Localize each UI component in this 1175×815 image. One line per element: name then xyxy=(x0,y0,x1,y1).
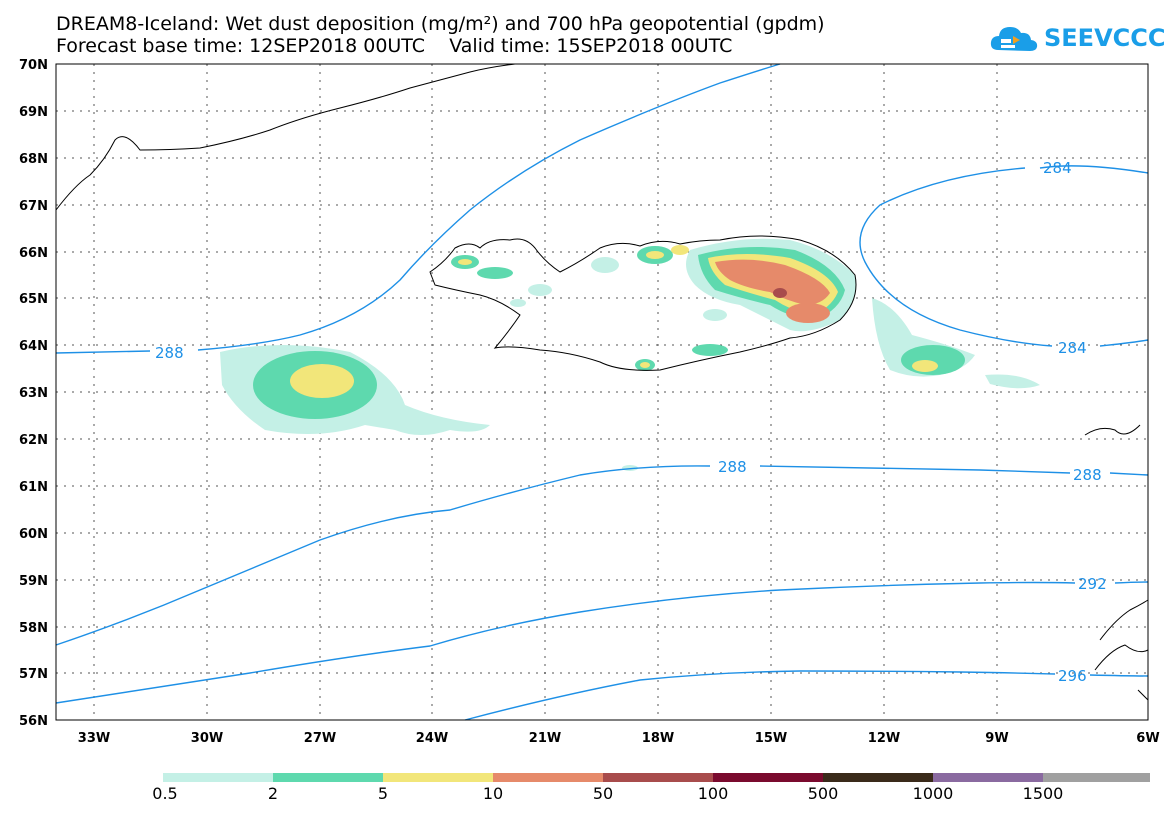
legend-swatch xyxy=(823,773,933,782)
legend-label: 500 xyxy=(807,784,839,803)
contour-label: 284 xyxy=(1058,339,1087,357)
lat-label: 57N xyxy=(19,667,48,682)
latitude-labels: 70N 69N 68N 67N 66N 65N 64N 63N 62N 61N … xyxy=(19,58,48,729)
lon-label: 12W xyxy=(868,731,900,746)
coastline-greenland xyxy=(55,63,516,211)
lon-label: 21W xyxy=(529,731,561,746)
contour-label: 292 xyxy=(1078,575,1107,593)
legend-swatch xyxy=(383,773,493,782)
contour-label: 288 xyxy=(155,344,184,362)
lon-label: 24W xyxy=(416,731,448,746)
legend-label: 2 xyxy=(267,784,279,803)
contour-label: 284 xyxy=(1043,159,1072,177)
lat-label: 70N xyxy=(19,58,48,73)
coastline-iceland xyxy=(429,235,857,371)
legend-swatch xyxy=(713,773,823,782)
lat-label: 58N xyxy=(19,621,48,636)
contour-288-west xyxy=(55,63,781,354)
lat-label: 64N xyxy=(19,339,48,354)
legend-swatch xyxy=(163,773,273,782)
dust-area-iceland-se xyxy=(786,303,830,323)
lon-label: 27W xyxy=(304,731,336,746)
gridlines xyxy=(56,64,1148,720)
map-frame xyxy=(55,63,1149,721)
lat-label: 67N xyxy=(19,199,48,214)
dust-area-southwest-5 xyxy=(290,364,354,398)
legend-label: 100 xyxy=(697,784,729,803)
dust-deposition-shading xyxy=(220,238,1040,471)
map-canvas: 288 284 284 288 288 292 296 70N 69N 68N … xyxy=(19,58,1160,746)
contour-292 xyxy=(55,581,1149,704)
lat-label: 66N xyxy=(19,246,48,261)
geopotential-contours xyxy=(55,63,1149,721)
longitude-labels: 33W 30W 27W 24W 21W 18W 15W 12W 9W 6W xyxy=(78,731,1160,746)
lat-label: 68N xyxy=(19,152,48,167)
coastline-faroes xyxy=(1084,424,1141,436)
cloud-icon xyxy=(990,27,1038,51)
legend-label: 5 xyxy=(377,784,389,803)
contour-label: 288 xyxy=(1073,466,1102,484)
map-subtitle: Forecast base time: 12SEP2018 00UTC Vali… xyxy=(56,35,733,57)
coastlines xyxy=(55,63,1149,701)
legend-swatch xyxy=(493,773,603,782)
legend-label: 0.5 xyxy=(152,784,178,803)
lon-label: 6W xyxy=(1136,731,1159,746)
contour-296 xyxy=(464,670,1149,721)
contour-labels: 288 284 284 288 288 292 296 xyxy=(155,159,1107,685)
lon-label: 9W xyxy=(985,731,1008,746)
coastline-scotland xyxy=(1094,599,1149,701)
legend-label: 50 xyxy=(592,784,614,803)
dust-area-east-5 xyxy=(912,360,938,372)
legend-label: 10 xyxy=(482,784,504,803)
lat-label: 62N xyxy=(19,433,48,448)
lat-label: 56N xyxy=(19,714,48,729)
lon-label: 18W xyxy=(642,731,674,746)
legend-swatch xyxy=(273,773,383,782)
lat-label: 63N xyxy=(19,386,48,401)
lat-label: 65N xyxy=(19,292,48,307)
legend-swatch xyxy=(933,773,1043,782)
lon-label: 33W xyxy=(78,731,110,746)
lat-label: 69N xyxy=(19,105,48,120)
color-legend: 0.5 2 5 10 50 100 500 1000 1500 xyxy=(0,760,1175,810)
legend-swatch xyxy=(1043,773,1150,782)
lon-label: 15W xyxy=(755,731,787,746)
legend-label: 1500 xyxy=(1022,784,1064,803)
logo-text: SEEVCCC xyxy=(1044,24,1166,52)
map-title: DREAM8-Iceland: Wet dust deposition (mg/… xyxy=(56,13,825,35)
lat-label: 61N xyxy=(19,480,48,495)
lon-label: 30W xyxy=(191,731,223,746)
contour-label: 288 xyxy=(718,458,747,476)
legend-label: 1000 xyxy=(912,784,954,803)
contour-label: 296 xyxy=(1058,667,1087,685)
seevccc-logo: SEEVCCC xyxy=(988,18,1168,58)
legend-swatch xyxy=(603,773,713,782)
contour-288-south xyxy=(55,465,1149,646)
lat-label: 59N xyxy=(19,574,48,589)
lat-label: 60N xyxy=(19,527,48,542)
contour-284 xyxy=(859,165,1149,347)
